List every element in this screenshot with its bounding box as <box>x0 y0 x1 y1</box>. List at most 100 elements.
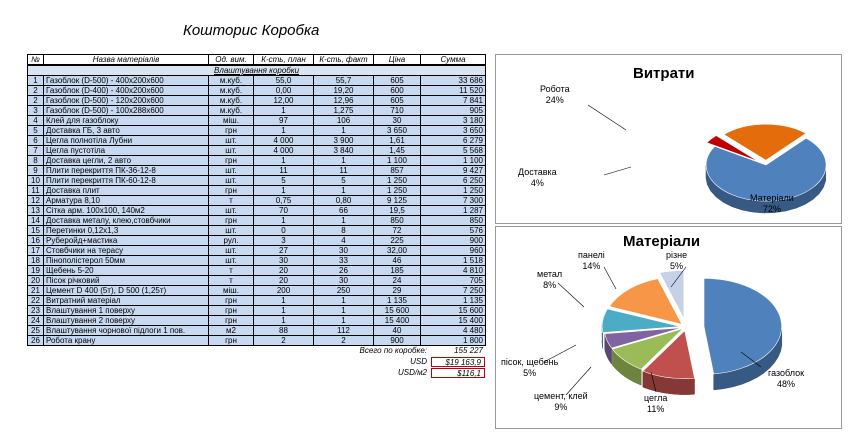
table-row: 16 Руберойд+мастика рул. 3 4 225 900 <box>27 235 486 246</box>
table-cell: 30 <box>313 245 374 256</box>
table-cell: 19,20 <box>313 85 374 96</box>
table-cell: Доставка плит <box>43 185 209 196</box>
table-cell: 960 <box>420 245 486 256</box>
table-cell: 605 <box>373 75 421 86</box>
table-cell: 26 <box>27 335 44 346</box>
table-cell: 4 000 <box>253 145 314 156</box>
expenses-slice-1 <box>706 135 759 162</box>
table-cell: 1 <box>253 305 314 316</box>
table-cell: 15 <box>27 225 44 236</box>
table-cell: грн <box>208 215 254 226</box>
table-cell: шт. <box>208 145 254 156</box>
leader-line <box>557 282 585 308</box>
slice-label-gasblock: газоблок 48% <box>768 368 805 389</box>
table-cell: Сітка арм. 100х100, 140м2 <box>43 205 209 216</box>
table-cell: шт. <box>208 245 254 256</box>
table-cell: 46 <box>373 255 421 266</box>
table-cell: шт. <box>208 225 254 236</box>
column-header: Ціна <box>373 54 421 66</box>
table-cell: 905 <box>420 105 486 116</box>
table-cell: 9 125 <box>373 195 421 206</box>
table-cell: 1 287 <box>420 205 486 216</box>
table-cell: Влаштування 1 поверху <box>43 305 209 316</box>
table-cell: 5 <box>253 175 314 186</box>
table-cell: 20 <box>27 275 44 286</box>
table-cell: 900 <box>420 235 486 246</box>
table-cell: 97 <box>253 115 314 126</box>
table-cell: 1 <box>253 315 314 326</box>
table-cell: 13 <box>27 205 44 216</box>
table-cell: 15 400 <box>420 315 486 326</box>
materials-chart-panel: Матеріали газоблок 48% цегла 11% цемент, к… <box>495 226 842 429</box>
table-cell: Цегла полнотіла Лубни <box>43 135 209 146</box>
table-row: 15 Перетинки 0,12х1,3 шт. 0 8 72 576 <box>27 225 486 236</box>
table-cell: 6 250 <box>420 175 486 186</box>
materials-slice-4 <box>601 308 681 333</box>
table-cell: т <box>208 275 254 286</box>
slice-label-delivery: Доставка 4% <box>518 167 557 188</box>
table-cell: 26 <box>313 265 374 276</box>
table-cell: м.куб. <box>208 75 254 86</box>
table-cell: 5 <box>313 175 374 186</box>
table-cell: 1 <box>313 215 374 226</box>
table-cell: 7 841 <box>420 95 486 106</box>
estimate-table-wrapper: № Назва матеріалів Од. вим. К-сть, план К-ст… <box>27 54 486 346</box>
estimate-table: № Назва матеріалів Од. вим. К-сть, план К-ст… <box>27 54 486 346</box>
page-title: Кошторис Коробка <box>183 22 320 39</box>
column-header: № <box>27 54 44 66</box>
table-cell: грн <box>208 185 254 196</box>
table-cell: Руберойд+мастика <box>43 235 209 246</box>
table-cell: Доставка металу, клею,стовбчики <box>43 215 209 226</box>
table-cell: м2 <box>208 325 254 336</box>
table-cell: 23 <box>27 305 44 316</box>
section-row: Влаштування коробки <box>27 64 486 76</box>
table-cell: Робота крану <box>43 335 209 346</box>
table-cell: 1 <box>313 295 374 306</box>
table-cell: 1 250 <box>420 185 486 196</box>
table-cell: 1 518 <box>420 255 486 266</box>
table-row: 1 Газоблок (D-500) - 400х200х600 м.куб. 55,… <box>27 75 486 86</box>
table-cell: грн <box>208 335 254 346</box>
table-cell: 10 <box>27 175 44 186</box>
table-cell: 11 <box>253 165 314 176</box>
table-cell: 15 600 <box>420 305 486 316</box>
table-cell: 72 <box>373 225 421 236</box>
table-cell: 705 <box>420 275 486 286</box>
table-row: 22 Витратний матеріал грн 1 1 1 135 1 135 <box>27 295 486 306</box>
table-cell: 1 100 <box>420 155 486 166</box>
table-cell: 3 650 <box>420 125 486 136</box>
table-cell: шт. <box>208 175 254 186</box>
table-cell: 2 <box>27 85 44 96</box>
table-row: 21 Цемент D 400 (5т), D 500 (1,25т) міш. 20… <box>27 285 486 296</box>
table-cell: 1,45 <box>373 145 421 156</box>
table-cell: 1 250 <box>373 175 421 186</box>
table-cell: Клей для газоблоку <box>43 115 209 126</box>
table-cell: 3 840 <box>313 145 374 156</box>
table-row: 12 Арматура 8,10 т 0,75 0,80 9 125 7 300 <box>27 195 486 206</box>
materials-slice-6 <box>659 270 685 319</box>
table-cell: 2 <box>27 95 44 106</box>
table-cell: шт. <box>208 135 254 146</box>
table-cell: 1 <box>313 305 374 316</box>
expenses-chart-panel: Витрати Матеріали 72% Доставка 4% Робота 24… <box>495 54 842 224</box>
table-cell: Пінополістерол 50мм <box>43 255 209 266</box>
table-row: 3 Газоблок (D-500) - 100х288х600 м.куб. 1 1,… <box>27 105 486 116</box>
table-cell: Щебень 5-20 <box>43 265 209 276</box>
table-cell: Плити перекриття ПК-36-12-8 <box>43 165 209 176</box>
table-cell: 0,75 <box>253 195 314 206</box>
leader-line <box>603 166 632 176</box>
table-cell: 15 400 <box>373 315 421 326</box>
table-cell: Стовбчики на терасу <box>43 245 209 256</box>
table-cell: грн <box>208 295 254 306</box>
table-cell: 22 <box>27 295 44 306</box>
table-cell: 18 <box>27 255 44 266</box>
table-cell: грн <box>208 155 254 166</box>
table-cell: міш. <box>208 115 254 126</box>
column-header: Назва матеріалів <box>43 54 209 66</box>
table-row: 19 Щебень 5-20 т 20 26 185 4 810 <box>27 265 486 276</box>
table-row: 5 Доставка ГБ, 3 авто грн 1 1 3 650 3 650 <box>27 125 486 136</box>
expenses-slice-2 <box>723 123 807 161</box>
table-cell: 1 <box>313 125 374 136</box>
slice-label-work: Робота 24% <box>540 84 570 105</box>
table-row: 26 Робота крану грн 2 2 900 1 800 <box>27 335 486 346</box>
